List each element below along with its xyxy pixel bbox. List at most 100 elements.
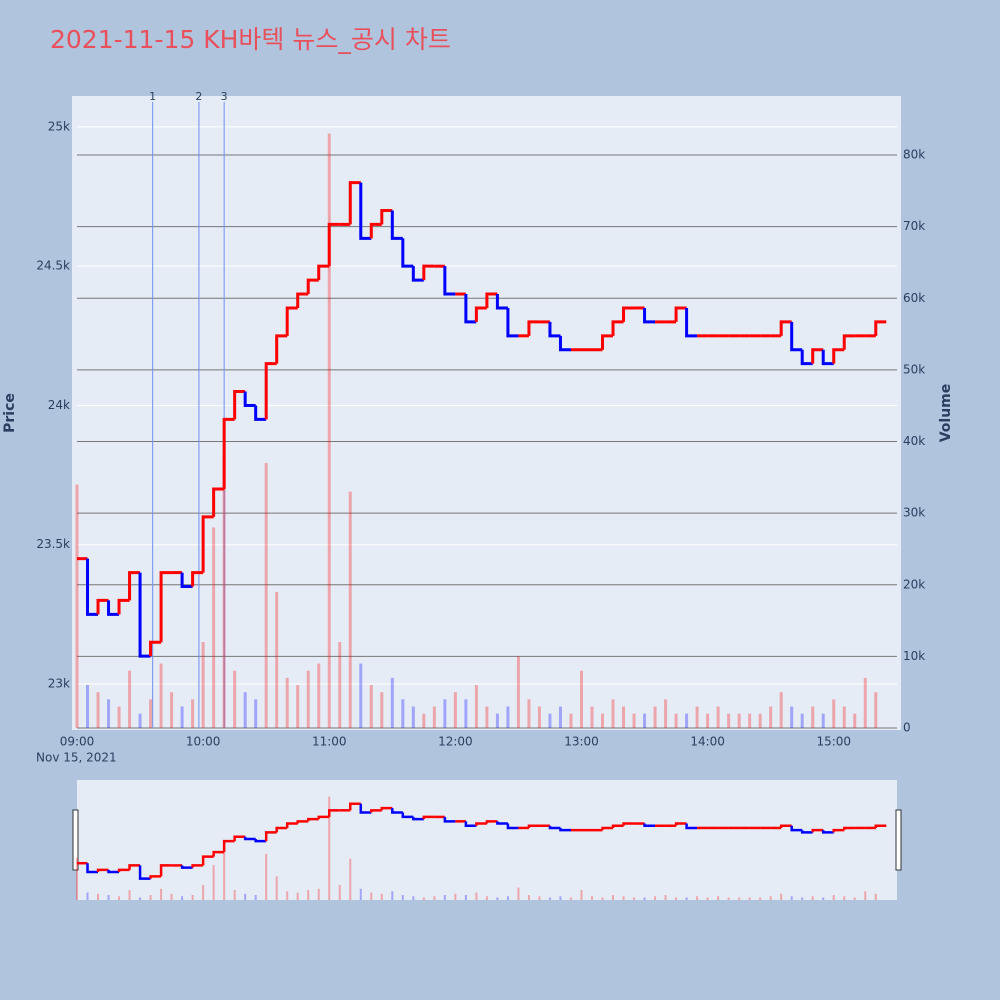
mini-volume-bar (832, 895, 835, 900)
price-step (685, 307, 698, 338)
mini-price-step (548, 825, 561, 830)
volume-bar (306, 670, 310, 728)
mini-price-step (107, 869, 120, 874)
volume-bar (149, 699, 153, 728)
volume-bar (769, 706, 773, 728)
mini-volume-bar (633, 897, 636, 900)
range-slider[interactable] (77, 780, 897, 900)
mini-volume-bar (811, 896, 814, 900)
price-step (254, 405, 267, 421)
event-label: 3 (221, 90, 228, 103)
mini-price-step (254, 838, 267, 843)
y2-tick-label: 0 (903, 721, 911, 735)
volume-bar (779, 692, 783, 728)
slider-handle[interactable] (72, 809, 79, 871)
mini-volume-bar (443, 895, 446, 900)
volume-bar (643, 713, 647, 728)
volume-bar (685, 713, 689, 728)
volume-bar (485, 706, 489, 728)
mini-price-step (559, 827, 571, 832)
volume-bar (758, 713, 762, 728)
volume-bar (611, 699, 615, 728)
volume-bar (821, 713, 825, 728)
mini-price-step (527, 824, 540, 828)
price-step (296, 292, 309, 308)
price-step (117, 598, 130, 615)
mini-volume-bar (864, 891, 867, 900)
volume-bar (348, 491, 352, 728)
mini-volume-bar (612, 895, 615, 900)
volume-bar (527, 699, 531, 728)
price-step (212, 487, 225, 517)
price-step (201, 515, 214, 573)
volume-bar (138, 713, 142, 728)
volume-bar (453, 692, 457, 728)
mini-price-step (159, 864, 172, 877)
mini-price-step (370, 809, 382, 813)
y2-tick-label: 10k (903, 649, 925, 663)
mini-volume-bar (296, 892, 299, 900)
price-step (348, 181, 361, 225)
mini-price-step (443, 816, 456, 823)
volume-bar (727, 713, 731, 728)
volume-bar (107, 699, 111, 728)
mini-price-step (117, 868, 130, 873)
volume-bar (201, 642, 205, 728)
y2-tick-label: 60k (903, 291, 925, 305)
volume-bar (96, 692, 100, 728)
mini-volume-bar (317, 888, 320, 900)
mini-price-step (233, 835, 246, 842)
x-tick-label: 11:00 (312, 735, 347, 749)
volume-bar (548, 713, 552, 728)
y-tick-label: 23.5k (36, 537, 70, 551)
volume-bar (401, 699, 405, 728)
mini-price-step (380, 806, 393, 811)
mini-volume-bar (139, 897, 142, 900)
price-step (800, 349, 813, 366)
mini-price-step (506, 823, 519, 830)
mini-volume-bar (97, 893, 100, 900)
mini-volume-bar (822, 897, 825, 900)
volume-bar (296, 685, 300, 728)
price-step (443, 266, 456, 296)
price-step (275, 334, 288, 364)
mini-volume-bar (328, 796, 331, 900)
mini-volume-bar (265, 853, 268, 900)
volume-bar (863, 677, 867, 728)
event-label: 1 (149, 90, 156, 103)
mini-volume-bar (275, 876, 278, 900)
mini-volume-bar (307, 890, 310, 900)
mini-volume-bar (685, 897, 688, 900)
mini-price-step (96, 868, 109, 873)
price-step (86, 558, 99, 616)
volume-bar (422, 713, 426, 728)
slider-handle[interactable] (895, 809, 902, 871)
volume-bar (874, 692, 878, 728)
price-step (643, 307, 656, 324)
mini-volume-bar (149, 895, 152, 900)
volume-bar (790, 706, 794, 728)
mini-price-step (685, 823, 698, 830)
mini-price-step (790, 825, 803, 832)
mini-volume-bar (433, 896, 436, 900)
price-step (611, 320, 624, 336)
y-tick-label: 23k (48, 676, 70, 690)
mini-volume-bar (454, 893, 457, 900)
price-step (485, 292, 498, 308)
mini-volume-bar (128, 890, 131, 900)
mini-volume-bar (422, 897, 425, 900)
mini-volume-bar (643, 897, 646, 900)
volume-bar (432, 706, 436, 728)
mini-price-step (306, 817, 319, 822)
mini-price-step (222, 839, 235, 853)
price-step (285, 306, 298, 336)
volume-bar (695, 706, 699, 728)
volume-bar (800, 713, 804, 728)
y2-tick-label: 30k (903, 506, 925, 520)
volume-bar (601, 713, 605, 728)
volume-bar (327, 133, 331, 728)
mini-volume-bar (191, 895, 194, 900)
mini-volume-bar (769, 896, 772, 900)
y2-tick-label: 20k (903, 577, 925, 591)
volume-bar (390, 677, 394, 728)
